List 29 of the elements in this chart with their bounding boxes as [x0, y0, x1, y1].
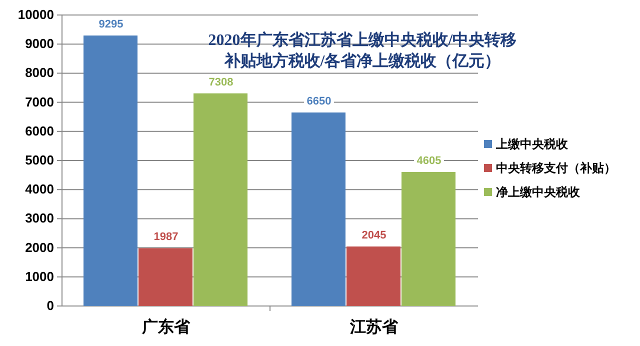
x-tick-label: 广东省 — [141, 318, 191, 336]
legend-label: 中央转移支付（补贴） — [496, 161, 616, 175]
y-tick-label: 6000 — [25, 123, 54, 138]
bar — [402, 172, 456, 306]
y-tick-label: 7000 — [25, 94, 54, 110]
x-tick-label: 江苏省 — [349, 318, 399, 336]
data-label: 4605 — [416, 154, 442, 167]
legend-label: 上缴中央税收 — [495, 137, 569, 151]
bar — [194, 93, 248, 306]
y-tick-label: 1000 — [25, 268, 54, 284]
y-tick-label: 4000 — [25, 182, 54, 197]
bar — [138, 248, 192, 306]
bar — [292, 112, 346, 306]
text: 2020年广东省江苏省上缴中央税收/中央转移补贴地方税收/各省净上缴税收（亿元） — [207, 30, 518, 72]
data-label: 9295 — [98, 18, 124, 31]
y-tick-label: 8000 — [25, 65, 54, 80]
y-tick-label: 0 — [46, 298, 54, 313]
bar — [84, 36, 138, 306]
y-tick-label: 3000 — [25, 210, 54, 226]
data-label: 2045 — [362, 229, 386, 242]
data-label: 6650 — [306, 95, 332, 108]
data-label: 7308 — [208, 76, 234, 88]
data-label: 1987 — [154, 231, 178, 244]
y-tick-label: 5000 — [25, 152, 54, 168]
y-tick-label: 10000 — [18, 7, 54, 22]
y-tick-label: 9000 — [25, 36, 54, 52]
legend-label: 净上缴中央税收 — [496, 185, 581, 199]
bar — [346, 246, 400, 306]
y-tick-label: 2000 — [25, 240, 54, 255]
